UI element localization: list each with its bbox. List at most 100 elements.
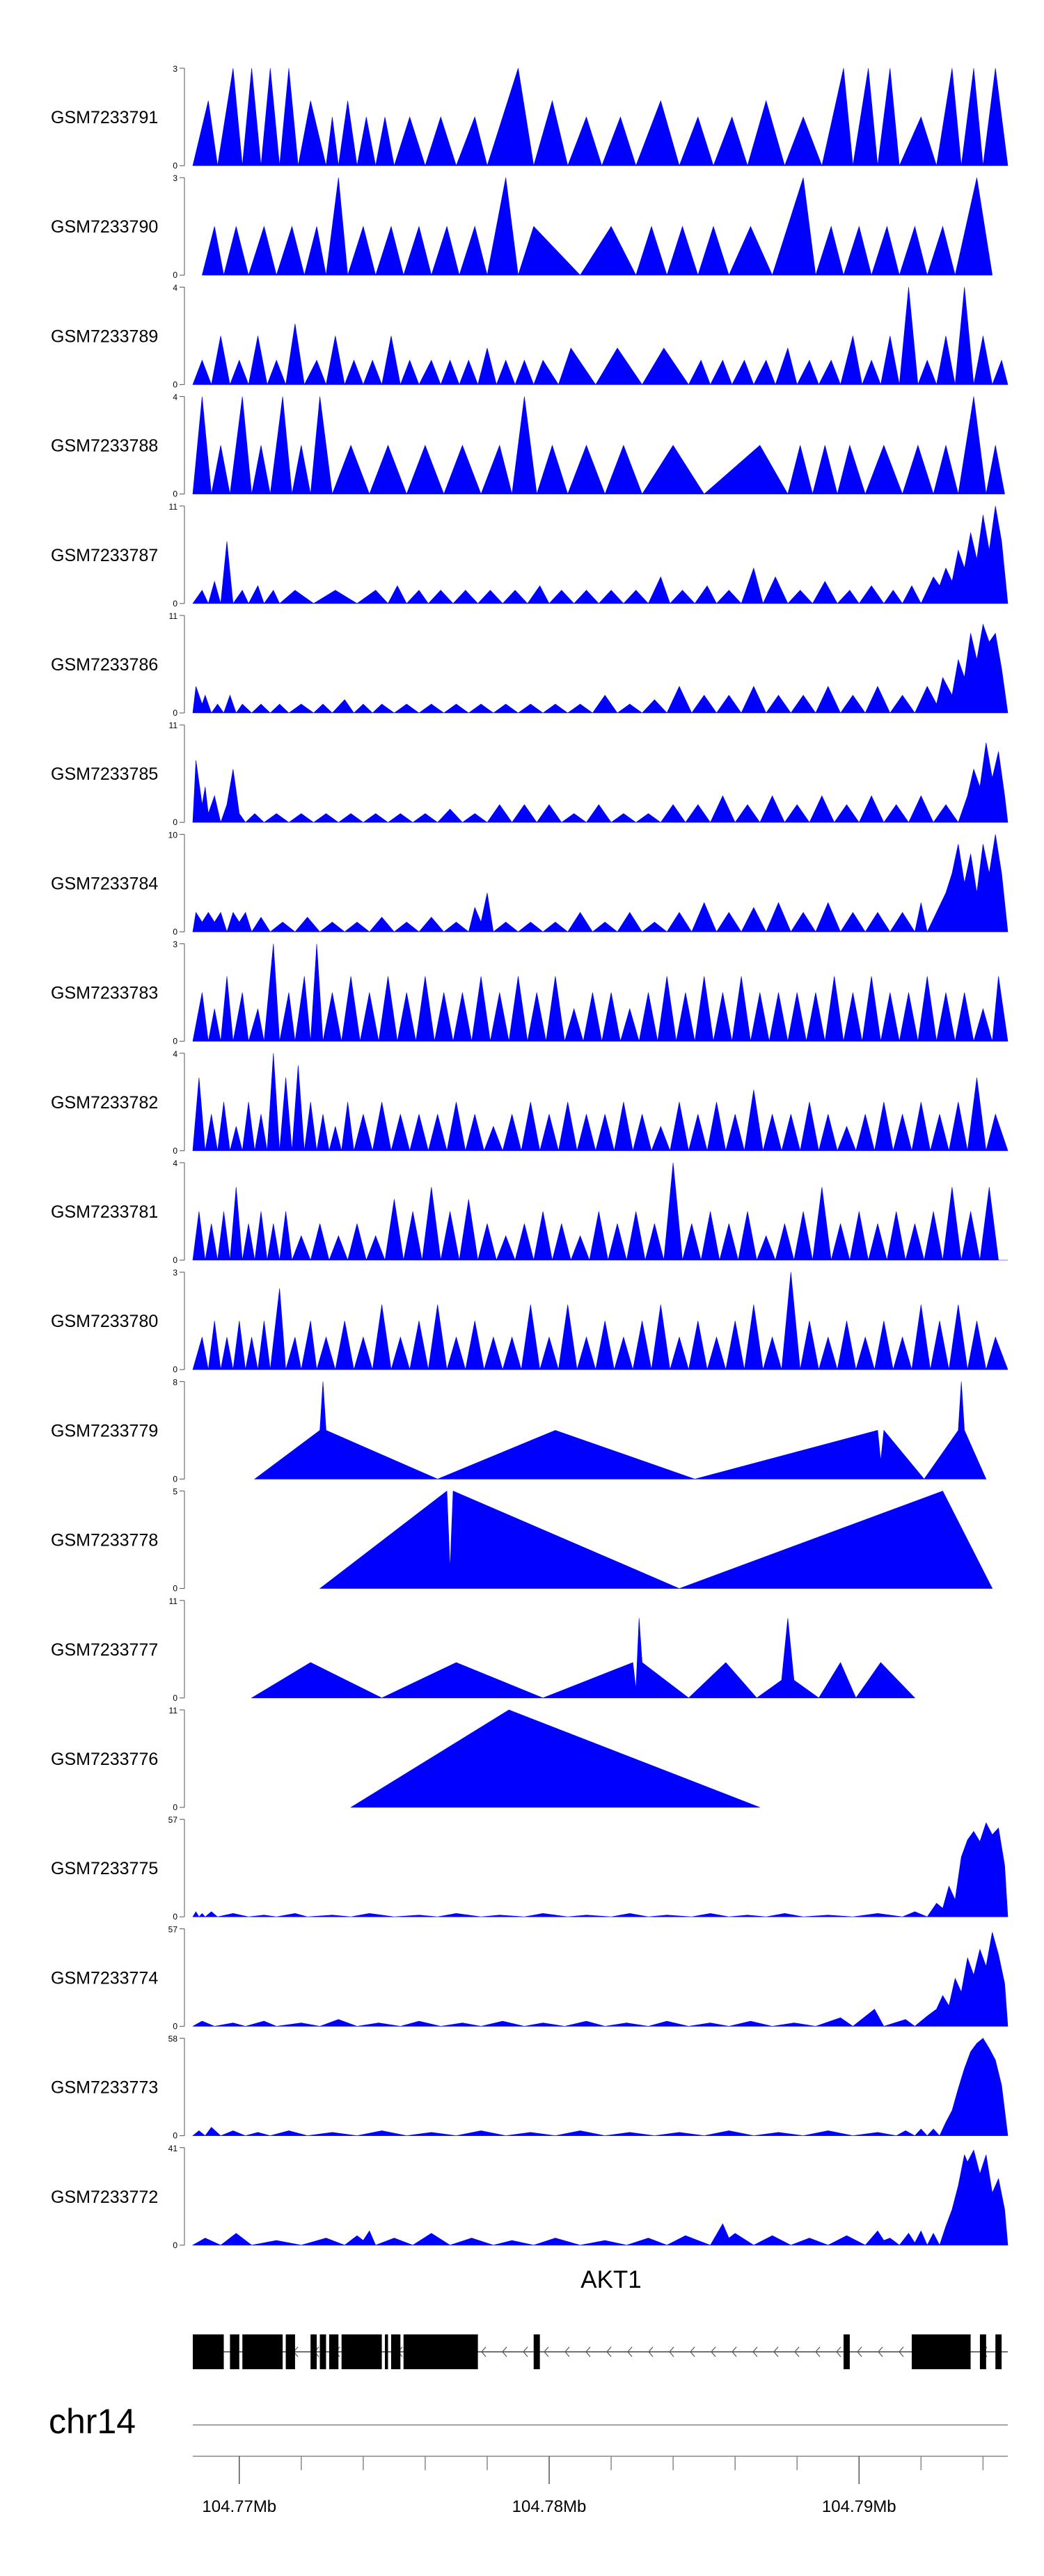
exon bbox=[995, 2334, 1002, 2369]
strand-arrow bbox=[711, 2346, 716, 2357]
coverage-area bbox=[191, 2149, 1009, 2246]
major-tick-label: 104.79Mb bbox=[822, 2497, 896, 2516]
coverage-area bbox=[350, 1709, 760, 1808]
track-GSM7233774: GSM7233774 57 0 bbox=[51, 1924, 1009, 2031]
track-GSM7233788: GSM7233788 4 0 bbox=[51, 393, 1005, 499]
coverage-area bbox=[251, 1618, 916, 1699]
strand-arrow bbox=[627, 2346, 633, 2357]
track-label: GSM7233772 bbox=[51, 2188, 158, 2207]
coverage-area bbox=[192, 1822, 1009, 1917]
track-ymax-label: 3 bbox=[173, 64, 177, 74]
track-label: GSM7233786 bbox=[51, 655, 158, 675]
strand-arrow bbox=[523, 2346, 528, 2357]
coverage-area bbox=[192, 68, 1009, 167]
track-GSM7233773: GSM7233773 58 0 bbox=[51, 2034, 1009, 2141]
exon bbox=[403, 2334, 478, 2369]
track-GSM7233789: GSM7233789 4 0 bbox=[51, 283, 1009, 389]
track-ymin-label: 0 bbox=[173, 161, 177, 171]
track-label: GSM7233785 bbox=[51, 764, 158, 784]
strand-arrow bbox=[899, 2346, 904, 2357]
exon bbox=[390, 2334, 401, 2369]
strand-arrow bbox=[857, 2346, 862, 2357]
track-ymin-label: 0 bbox=[173, 489, 177, 499]
strand-arrow bbox=[731, 2346, 737, 2357]
strand-arrow bbox=[690, 2346, 695, 2357]
track-ymax-label: 57 bbox=[168, 1815, 178, 1825]
track-label: GSM7233780 bbox=[51, 1312, 158, 1331]
exon bbox=[242, 2334, 283, 2369]
strand-arrow bbox=[878, 2346, 883, 2357]
strand-arrow bbox=[815, 2346, 821, 2357]
exon bbox=[329, 2334, 339, 2369]
track-ymin-label: 0 bbox=[173, 1037, 177, 1046]
track-ymin-label: 0 bbox=[173, 1474, 177, 1484]
coverage-area bbox=[192, 287, 1009, 386]
track-GSM7233791: GSM7233791 3 0 bbox=[51, 64, 1009, 171]
track-ymax-label: 11 bbox=[169, 502, 178, 512]
strand-arrow bbox=[794, 2346, 800, 2357]
track-GSM7233776: GSM7233776 11 0 bbox=[51, 1706, 760, 1812]
track-ymin-label: 0 bbox=[173, 817, 177, 827]
track-label: GSM7233779 bbox=[51, 1421, 158, 1440]
strand-arrow bbox=[481, 2346, 487, 2357]
major-tick-label: 104.77Mb bbox=[202, 2497, 276, 2516]
track-GSM7233787: GSM7233787 11 0 bbox=[51, 502, 1009, 608]
track-label: GSM7233781 bbox=[51, 1202, 158, 1222]
track-ymin-label: 0 bbox=[173, 1146, 177, 1156]
exon bbox=[979, 2334, 986, 2369]
track-label: GSM7233788 bbox=[51, 437, 158, 456]
exon bbox=[341, 2334, 382, 2369]
track-GSM7233785: GSM7233785 11 0 bbox=[51, 721, 1009, 827]
track-label: GSM7233783 bbox=[51, 984, 158, 1003]
track-ymax-label: 11 bbox=[169, 721, 178, 730]
track-ymin-label: 0 bbox=[173, 2240, 177, 2250]
track-label: GSM7233778 bbox=[51, 1531, 158, 1550]
track-GSM7233772: GSM7233772 41 0 bbox=[51, 2144, 1009, 2250]
coverage-area bbox=[192, 623, 1009, 714]
track-GSM7233779: GSM7233779 8 0 bbox=[51, 1377, 987, 1484]
track-ymax-label: 57 bbox=[168, 1924, 178, 1934]
exon bbox=[844, 2334, 850, 2369]
strand-arrow bbox=[836, 2346, 841, 2357]
track-ymin-label: 0 bbox=[173, 1912, 177, 1922]
track-ymin-label: 0 bbox=[173, 927, 177, 936]
major-tick-label: 104.78Mb bbox=[512, 2497, 587, 2516]
coverage-area bbox=[192, 943, 1009, 1042]
track-GSM7233777: GSM7233777 11 0 bbox=[51, 1596, 916, 1703]
track-GSM7233778: GSM7233778 5 0 bbox=[51, 1487, 993, 1594]
track-label: GSM7233782 bbox=[51, 1093, 158, 1113]
strand-arrow bbox=[564, 2346, 570, 2357]
strand-arrow bbox=[773, 2346, 779, 2357]
track-label: GSM7233777 bbox=[51, 1640, 158, 1660]
track-ymax-label: 5 bbox=[173, 1487, 177, 1497]
coverage-area bbox=[192, 2038, 1009, 2137]
track-label: GSM7233790 bbox=[51, 217, 158, 237]
coverage-area bbox=[319, 1491, 993, 1589]
exon bbox=[193, 2334, 224, 2369]
strand-arrow bbox=[648, 2346, 654, 2357]
chromosome-label: chr14 bbox=[49, 2402, 136, 2441]
track-ymax-label: 8 bbox=[173, 1377, 177, 1387]
exon bbox=[385, 2334, 388, 2369]
track-ymax-label: 41 bbox=[168, 2144, 178, 2153]
track-label: GSM7233774 bbox=[51, 1968, 158, 1988]
track-GSM7233781: GSM7233781 4 0 bbox=[51, 1159, 1008, 1265]
exon bbox=[230, 2334, 239, 2369]
track-ymax-label: 4 bbox=[173, 283, 177, 292]
strand-arrow bbox=[585, 2346, 591, 2357]
track-GSM7233784: GSM7233784 10 0 bbox=[51, 830, 1009, 936]
track-GSM7233783: GSM7233783 3 0 bbox=[51, 940, 1009, 1046]
track-ymin-label: 0 bbox=[173, 2131, 177, 2141]
track-label: GSM7233789 bbox=[51, 327, 158, 346]
coverage-area bbox=[192, 1053, 1009, 1152]
coverage-tracks: GSM723379130GSM723379030GSM723378940GSM7… bbox=[51, 64, 1009, 2250]
strand-arrow bbox=[502, 2346, 507, 2357]
track-label: GSM7233787 bbox=[51, 546, 158, 565]
coverage-area bbox=[192, 505, 1009, 604]
track-ymin-label: 0 bbox=[173, 2021, 177, 2031]
track-ymin-label: 0 bbox=[173, 1584, 177, 1594]
coverage-area bbox=[192, 742, 1009, 824]
track-ymin-label: 0 bbox=[173, 1693, 177, 1703]
track-ymax-label: 11 bbox=[169, 1706, 178, 1715]
track-GSM7233790: GSM7233790 3 0 bbox=[51, 173, 993, 280]
